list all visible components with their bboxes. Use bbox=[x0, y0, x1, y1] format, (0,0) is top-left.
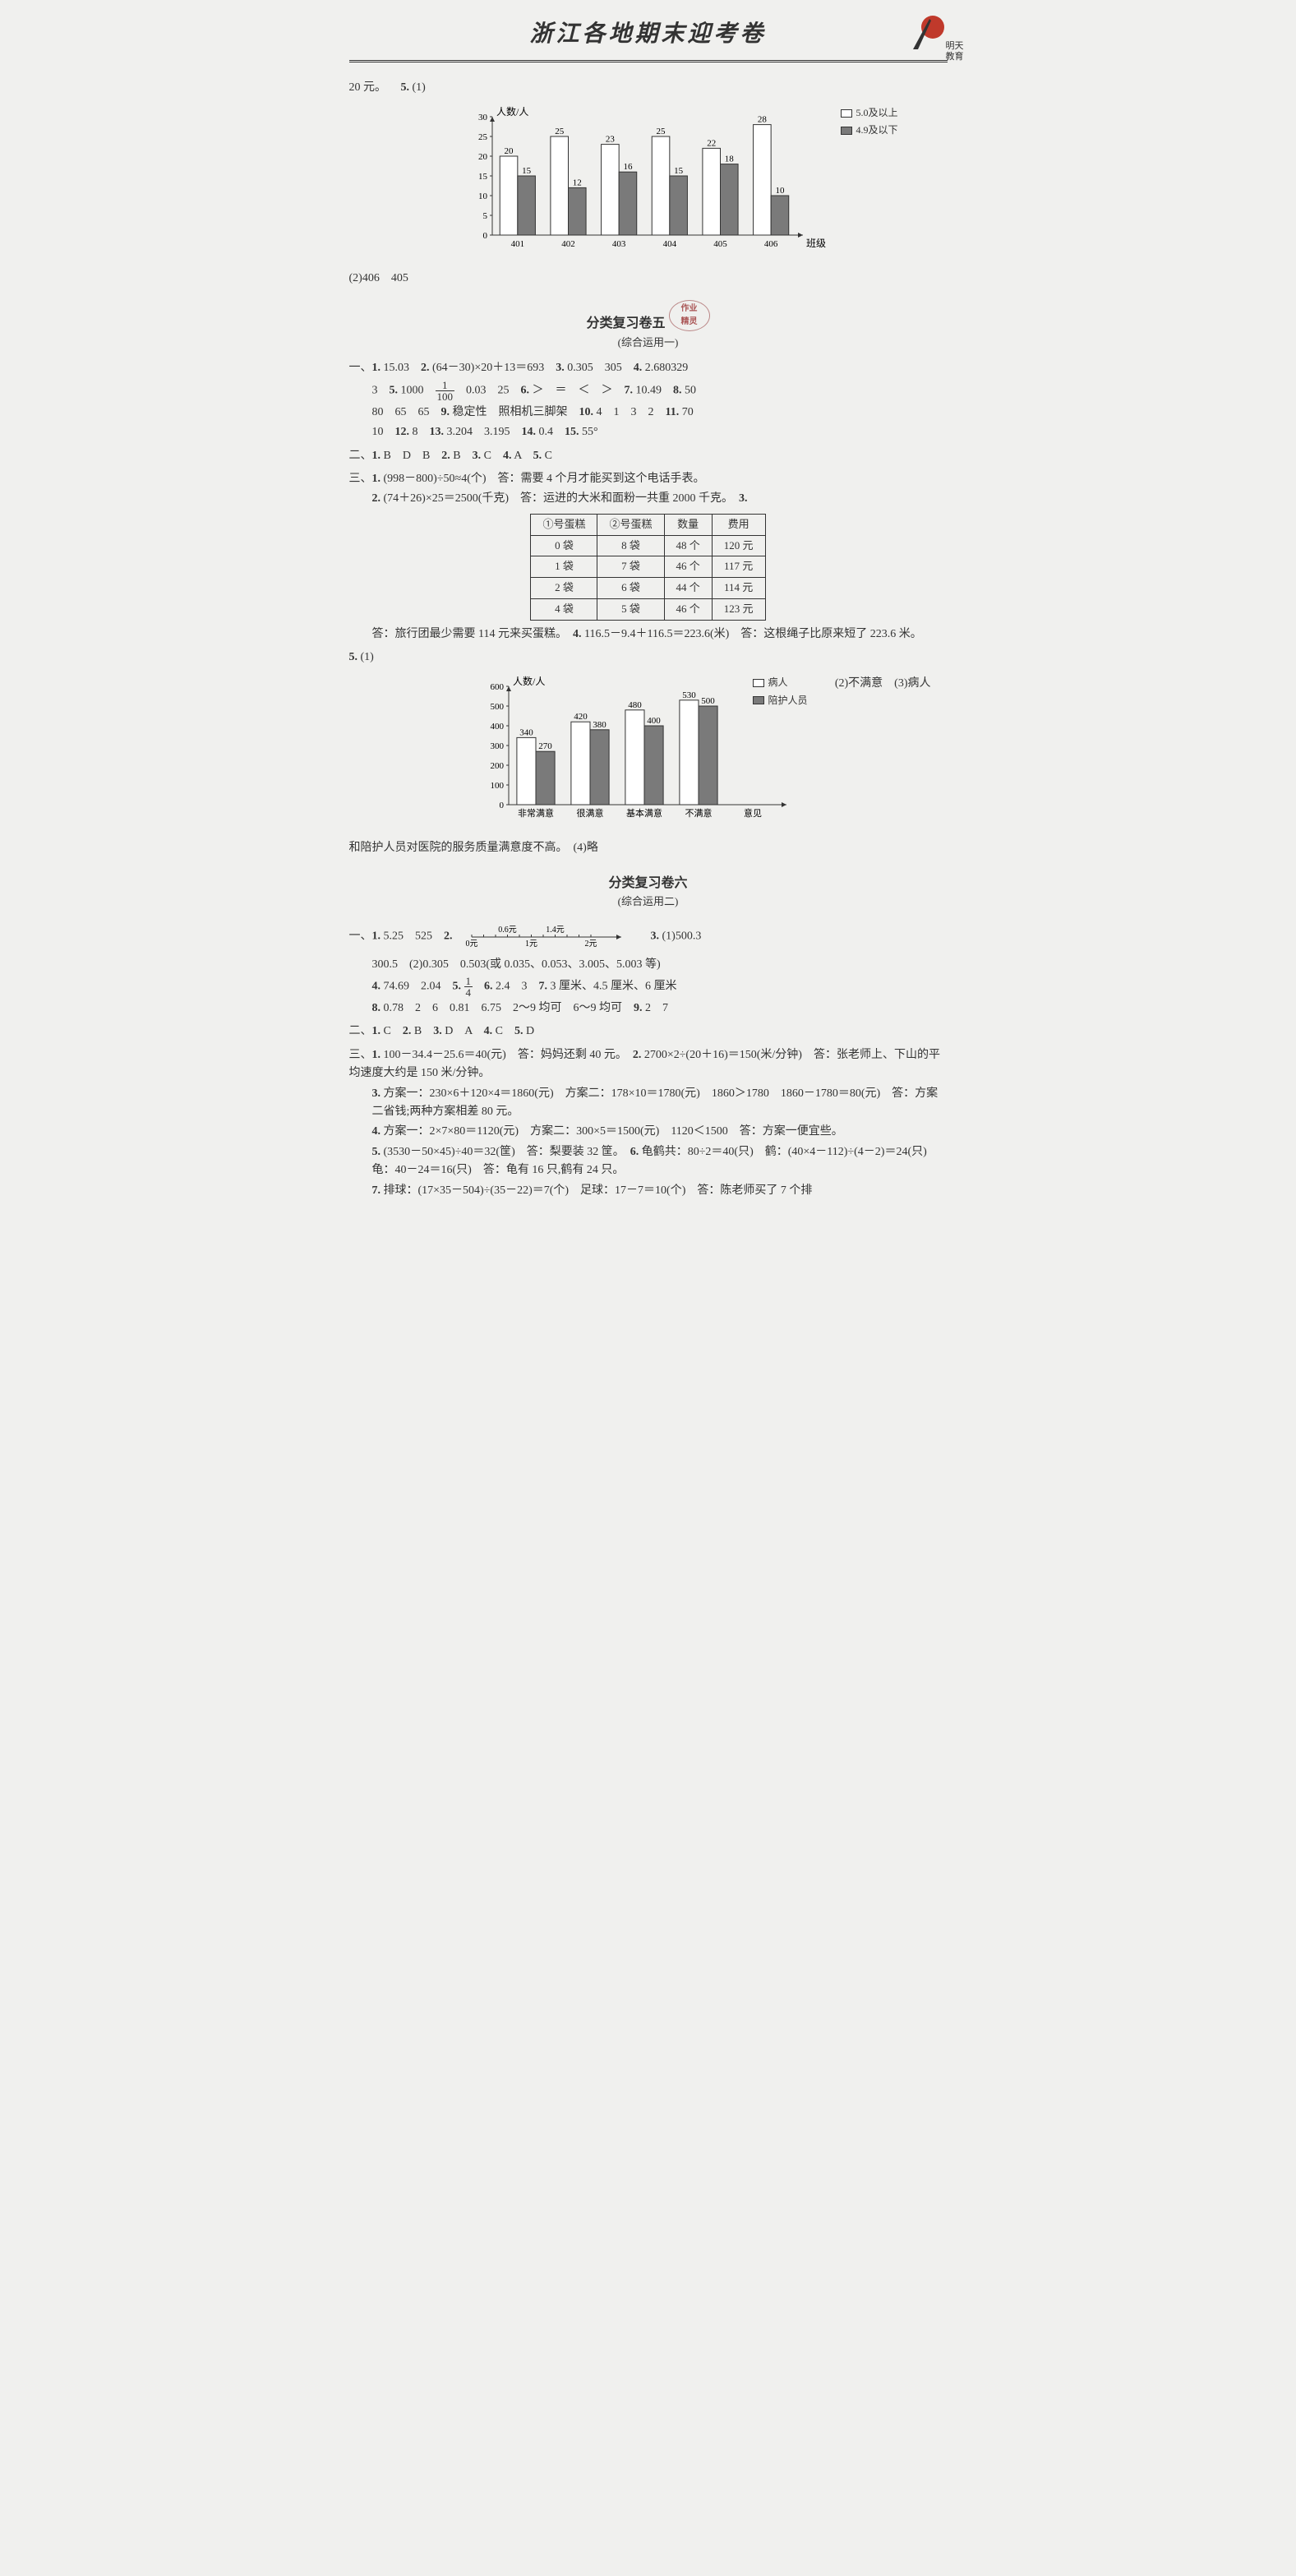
sec6-sub: (综合运用二) bbox=[349, 893, 948, 911]
svg-text:非常满意: 非常满意 bbox=[518, 807, 554, 819]
svg-text:380: 380 bbox=[593, 720, 606, 730]
svg-text:1元: 1元 bbox=[525, 939, 537, 947]
sec5-title: 分类复习卷五 作业 精灵 bbox=[349, 303, 948, 335]
svg-text:500: 500 bbox=[490, 702, 504, 712]
svg-text:10: 10 bbox=[478, 192, 488, 201]
svg-text:基本满意: 基本满意 bbox=[626, 807, 662, 819]
svg-text:0: 0 bbox=[482, 231, 487, 241]
svg-text:30: 30 bbox=[478, 113, 488, 122]
svg-text:18: 18 bbox=[724, 155, 734, 164]
page-header: 浙江各地期末迎考卷 明天 教育 bbox=[349, 16, 948, 62]
legend-label-1: 4.9及以下 bbox=[856, 122, 897, 138]
numberline: 0元 1元 2元 0.6元 1.4元 bbox=[464, 919, 628, 953]
svg-text:2元: 2元 bbox=[585, 939, 597, 947]
cake-table: ①号蛋糕②号蛋糕数量费用0 袋8 袋48 个120 元1 袋7 袋46 个117… bbox=[530, 514, 765, 621]
svg-text:403: 403 bbox=[611, 239, 625, 249]
svg-text:270: 270 bbox=[538, 742, 552, 752]
s5-part2: 二、1. B D B 2. B 3. C 4. A 5. C bbox=[349, 447, 948, 465]
legend2-swatch-0 bbox=[753, 679, 764, 687]
svg-text:300: 300 bbox=[490, 741, 504, 751]
svg-text:23: 23 bbox=[605, 135, 615, 145]
s6-part3: 三、1. 100－34.4－25.6＝40(元) 答：妈妈还剩 40 元。 2.… bbox=[349, 1046, 948, 1200]
legend2-label-0: 病人 bbox=[768, 675, 787, 690]
svg-text:12: 12 bbox=[572, 178, 581, 188]
brand-line2: 教育 bbox=[946, 52, 964, 62]
pretext-row: 20 元。 5. (1) bbox=[349, 79, 948, 97]
svg-text:人数/人: 人数/人 bbox=[513, 675, 545, 687]
svg-text:420: 420 bbox=[574, 713, 588, 722]
legend2-swatch-1 bbox=[753, 696, 764, 704]
svg-text:20: 20 bbox=[478, 152, 488, 162]
s5-part1: 一、1. 15.03 2. (64－30)×20＋13＝693 3. 0.305… bbox=[349, 359, 948, 441]
svg-text:28: 28 bbox=[757, 115, 767, 125]
svg-text:15: 15 bbox=[522, 166, 532, 176]
svg-text:25: 25 bbox=[555, 127, 565, 136]
pretext: 20 元。 bbox=[349, 81, 387, 94]
svg-text:不满意: 不满意 bbox=[685, 807, 712, 819]
sec5-sub: (综合运用一) bbox=[349, 335, 948, 352]
svg-text:15: 15 bbox=[478, 172, 488, 182]
chart2-wrap: 0 100 200 300 400 500 600 340 270 非常满意 420 380 很满意 48… bbox=[349, 675, 948, 823]
brand-label: 明天 教育 bbox=[946, 41, 964, 62]
chart1-legend: 5.0及以上 4.9及以下 bbox=[841, 105, 897, 140]
svg-text:0: 0 bbox=[499, 801, 504, 810]
svg-text:500: 500 bbox=[701, 696, 715, 706]
svg-text:340: 340 bbox=[519, 728, 533, 738]
svg-text:22: 22 bbox=[707, 139, 716, 149]
svg-text:600: 600 bbox=[490, 682, 504, 692]
svg-text:25: 25 bbox=[478, 132, 488, 142]
svg-text:480: 480 bbox=[628, 700, 642, 710]
svg-text:405: 405 bbox=[713, 239, 727, 249]
svg-text:20: 20 bbox=[504, 146, 514, 156]
stamp-icon: 作业 精灵 bbox=[669, 300, 710, 331]
svg-text:0.6元: 0.6元 bbox=[498, 926, 517, 935]
svg-text:25: 25 bbox=[656, 127, 666, 136]
s6-part1: 一、1. 5.25 525 2. 0元1元2元0.6元1.4元 3. (1)50… bbox=[349, 919, 948, 1018]
svg-text:1.4元: 1.4元 bbox=[546, 926, 565, 935]
svg-text:15: 15 bbox=[674, 166, 684, 176]
svg-text:404: 404 bbox=[662, 239, 676, 249]
svg-text:100: 100 bbox=[490, 781, 504, 791]
header-title: 浙江各地期末迎考卷 bbox=[529, 16, 766, 53]
sec6-title: 分类复习卷六 bbox=[349, 873, 948, 894]
svg-text:402: 402 bbox=[561, 239, 575, 249]
q5-2: (2)406 405 bbox=[349, 270, 948, 288]
legend-swatch-1 bbox=[841, 127, 852, 135]
brand-line1: 明天 bbox=[946, 41, 964, 51]
svg-text:人数/人: 人数/人 bbox=[496, 105, 528, 118]
svg-text:200: 200 bbox=[490, 761, 504, 771]
svg-text:16: 16 bbox=[623, 162, 633, 172]
legend-label-0: 5.0及以上 bbox=[856, 105, 897, 121]
svg-text:10: 10 bbox=[775, 186, 785, 196]
svg-text:400: 400 bbox=[647, 716, 661, 726]
svg-text:530: 530 bbox=[682, 690, 696, 700]
chart1-wrap: 0 5 10 15 20 25 30 20 15 401 25 12 402 23 16 403 25 15 404… bbox=[349, 105, 948, 253]
s5-q5-post: 和陪护人员对医院的服务质量满意度不高。 (4)略 bbox=[349, 839, 948, 857]
s6-part2: 二、1. C 2. B 3. D A 4. C 5. D bbox=[349, 1023, 948, 1041]
chart1-svg: 0 5 10 15 20 25 30 20 15 401 25 12 402 23 16 403 25 15 404… bbox=[459, 105, 837, 253]
s5-q5-1: 5. (1) bbox=[349, 649, 948, 667]
svg-text:很满意: 很满意 bbox=[576, 807, 603, 819]
chart2-legend: 病人 陪护人员 bbox=[753, 675, 807, 709]
s5-q5-2: (2)不满意 (3)病人 bbox=[835, 675, 931, 693]
s5-part3: 三、1. (998－800)÷50≈4(个) 答：需要 4 个月才能买到这个电话… bbox=[349, 470, 948, 644]
legend2-label-1: 陪护人员 bbox=[768, 693, 807, 709]
legend-swatch-0 bbox=[841, 109, 852, 118]
svg-text:406: 406 bbox=[763, 239, 777, 249]
svg-text:意见: 意见 bbox=[744, 807, 762, 819]
svg-text:0元: 0元 bbox=[466, 939, 478, 947]
logo-icon bbox=[906, 12, 948, 60]
svg-text:5: 5 bbox=[482, 211, 487, 221]
svg-text:班级: 班级 bbox=[806, 238, 826, 249]
svg-text:401: 401 bbox=[510, 239, 524, 249]
svg-text:400: 400 bbox=[490, 722, 504, 732]
